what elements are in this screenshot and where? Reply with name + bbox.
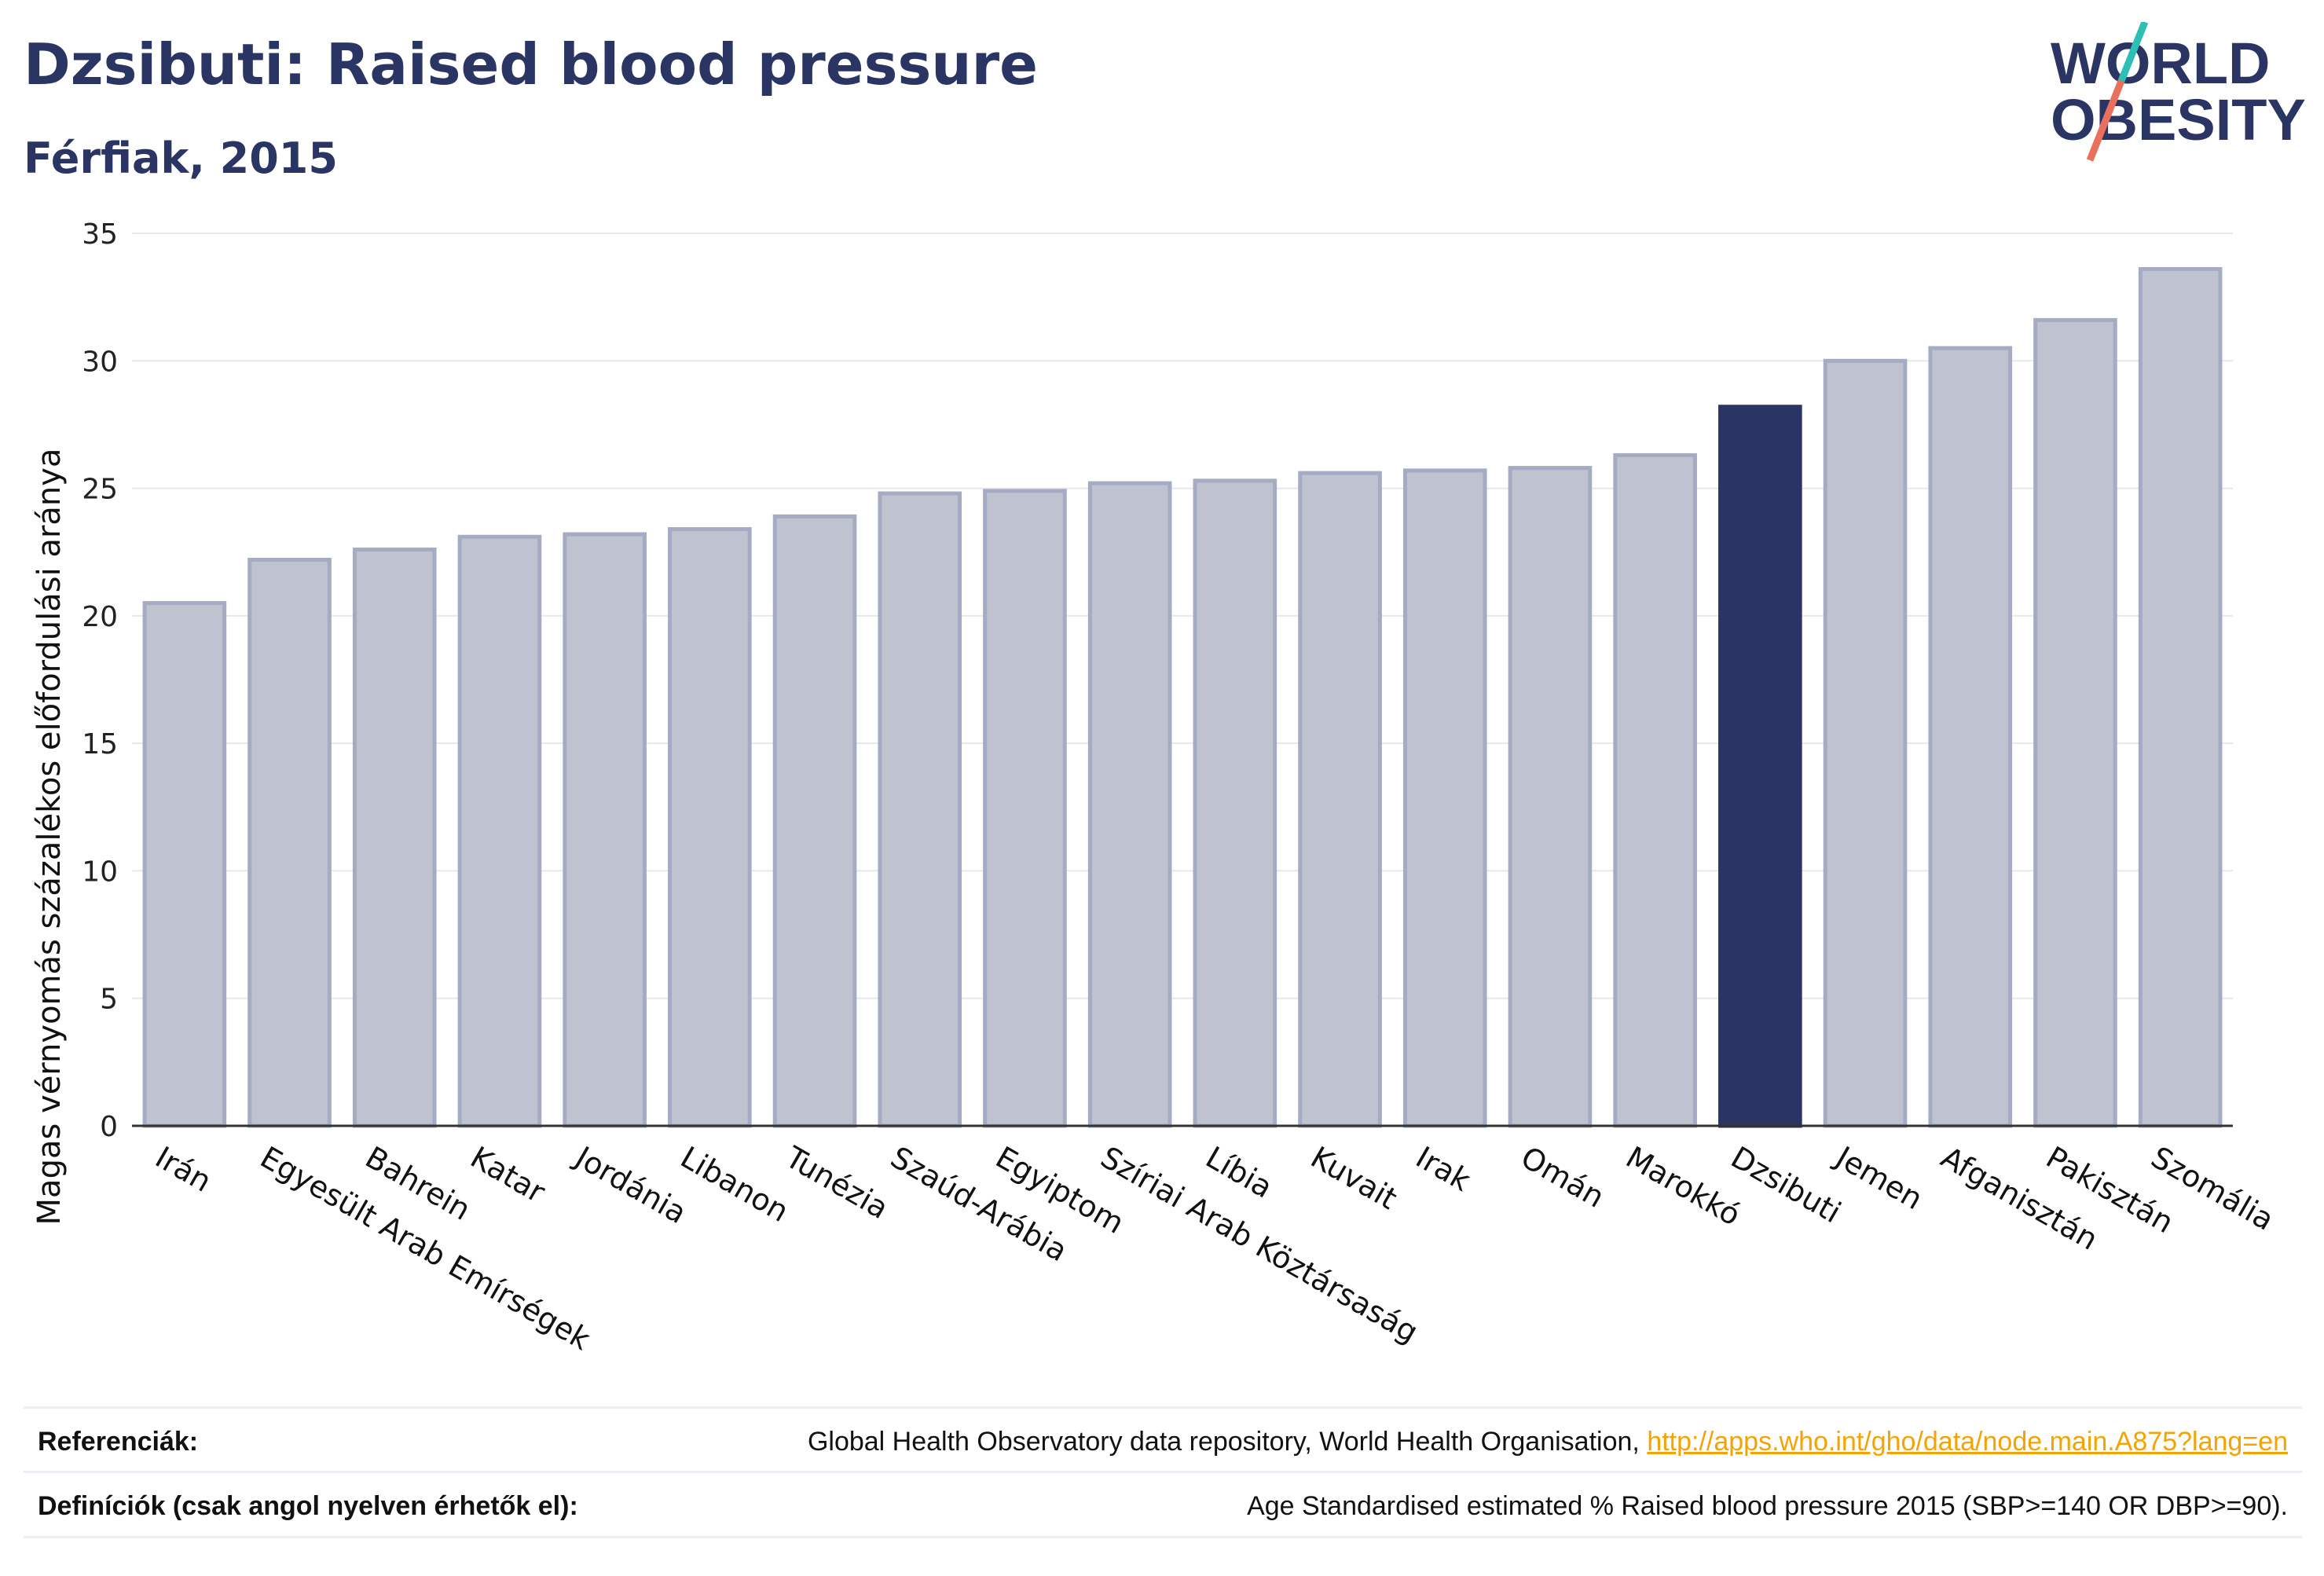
x-tick-label: Marokkó: [1620, 1140, 1747, 1233]
bar-Líbia: [1193, 478, 1277, 1128]
y-tick-label: 15: [82, 728, 118, 761]
references-text: Global Health Observatory data repositor…: [807, 1426, 1648, 1457]
y-axis-title: Magas vérnyomás százalékos előfordulási …: [31, 449, 68, 1226]
page-subtitle: Férfiak, 2015: [24, 134, 338, 183]
definitions-row: Definíciók (csak angol nyelven érhetők e…: [24, 1475, 2302, 1538]
bar-Afganisztán: [1928, 346, 2013, 1128]
grid-layer: [132, 233, 2233, 999]
footer-divider-middle: [24, 1471, 2302, 1473]
references-label: Referenciák:: [38, 1426, 199, 1457]
footer-divider-bottom: [24, 1536, 2302, 1538]
bar-Omán: [1508, 466, 1593, 1128]
y-tick-label: 35: [82, 218, 118, 251]
bar-Irak: [1402, 468, 1487, 1128]
bar-Jordánia: [563, 532, 647, 1128]
world-obesity-logo: WORLD OBESITY: [2051, 22, 2306, 162]
logo-slash-bottom: [2086, 79, 2125, 162]
x-tick-label: Tunézia: [779, 1139, 895, 1226]
x-tick-label: Omán: [1515, 1140, 1610, 1215]
definitions-label: Definíciók (csak angol nyelven érhetők e…: [38, 1490, 578, 1521]
bar-Jemen: [1823, 358, 1908, 1128]
x-tick-label: Libanon: [675, 1140, 794, 1229]
bar-Szaúd-Arábia: [878, 491, 962, 1128]
axis-layer: 0 5 10 15 20 25 30 35 Magas vérnyomás százalékos…: [31, 218, 2233, 1225]
y-tick-label: 30: [82, 346, 118, 378]
bar-Pakisztán: [2033, 317, 2117, 1128]
bar-Szomália: [2138, 266, 2223, 1128]
bar-Marokkó: [1613, 453, 1697, 1128]
y-tick-label: 5: [100, 984, 118, 1016]
bar-Irán: [142, 601, 227, 1128]
logo-line1: WORLD: [2051, 31, 2271, 96]
bar-Egyiptom: [983, 489, 1067, 1128]
x-tick-label: Irán: [149, 1140, 217, 1199]
x-tick-label: Katar: [464, 1140, 551, 1210]
bar-layer: [142, 266, 2223, 1128]
bar-chart: 0 5 10 15 20 25 30 35 Magas vérnyomás százalékos…: [31, 218, 2280, 1357]
definitions-value: Age Standardised estimated % Raised bloo…: [1247, 1490, 2288, 1521]
references-link[interactable]: http://apps.who.int/gho/data/node.main.A…: [1647, 1426, 2288, 1457]
x-tick-label: Líbia: [1200, 1140, 1278, 1205]
references-value: Global Health Observatory data repositor…: [808, 1427, 2302, 1457]
footer-divider-top: [24, 1406, 2302, 1409]
bar-Dzsibuti: [1718, 405, 1802, 1128]
bar-Tunézia: [772, 514, 857, 1128]
references-row: Referenciák: Global Health Observatory d…: [24, 1410, 2302, 1473]
bar-Egyesült Arab Emírségek: [247, 557, 332, 1128]
logo-line2: OBESITY: [2051, 87, 2306, 152]
y-tick-label: 10: [82, 856, 118, 888]
x-tick-label: Kuvait: [1305, 1140, 1402, 1216]
y-tick-label: 0: [100, 1111, 118, 1143]
page-title: Dzsibuti: Raised blood pressure: [24, 31, 1038, 97]
x-tick-label: Jordánia: [568, 1139, 692, 1230]
y-tick-label: 25: [82, 474, 118, 506]
x-tick-label: Szaúd-Arábia: [885, 1140, 1073, 1269]
bar-Bahrein: [352, 547, 437, 1128]
bar-Katar: [457, 534, 542, 1128]
logo-slash-top: [2117, 22, 2149, 82]
bar-Kuvait: [1298, 471, 1382, 1128]
y-tick-label: 20: [82, 601, 118, 633]
x-tick-label: Dzsibuti: [1725, 1140, 1847, 1230]
bar-Szíriai Arab Köztársaság: [1087, 481, 1172, 1128]
bar-Libanon: [668, 527, 752, 1128]
x-tick-label: Irak: [1410, 1140, 1476, 1198]
